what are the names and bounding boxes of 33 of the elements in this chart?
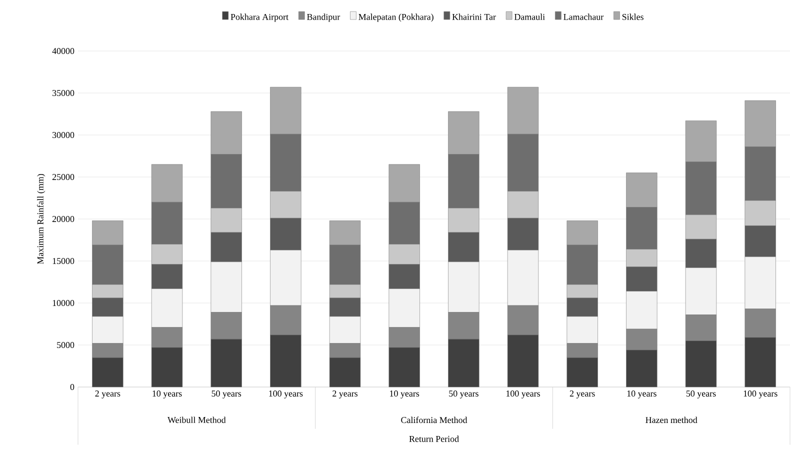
text: Weibull Method — [168, 416, 226, 424]
legend-label: Khairini Tar — [452, 14, 496, 20]
x-axis-title: Return Period — [409, 436, 459, 442]
x-tick-label: 10 years — [152, 390, 182, 398]
x-tick-label: 50 years — [449, 390, 478, 398]
legend-label: Lamachaur — [564, 14, 604, 20]
text: Hazen method — [646, 416, 698, 424]
y-tick-label: 40000 — [52, 48, 74, 54]
y-tick-label: 25000 — [52, 174, 74, 180]
x-tick-label: 100 years — [506, 390, 540, 398]
y-tick-label: 0 — [70, 384, 74, 390]
x-tick-label: 2 years — [332, 390, 358, 398]
y-tick-label: 35000 — [52, 90, 74, 96]
x-tick-label: 10 years — [627, 390, 656, 398]
y-tick-label: 30000 — [52, 132, 74, 138]
legend-label: Malepatan (Pokhara) — [358, 14, 434, 22]
y-tick-label: 20000 — [52, 216, 74, 222]
y-tick-label: 10000 — [52, 300, 74, 306]
legend-label: Bandipur — [307, 14, 340, 22]
legend-label: Pokhara Airport — [230, 14, 288, 22]
text: California Method — [401, 416, 468, 424]
x-tick-label: 10 years — [390, 390, 420, 398]
y-tick-label: 5000 — [57, 342, 74, 348]
x-tick-label: 2 years — [570, 390, 595, 398]
legend-label: Damauli — [514, 14, 545, 20]
x-tick-label: 50 years — [686, 390, 716, 398]
legend-label: Sikles — [622, 14, 644, 20]
x-tick-label: 2 years — [95, 390, 120, 398]
x-tick-label: 50 years — [212, 390, 242, 398]
x-tick-label: 100 years — [744, 390, 778, 398]
y-tick-label: 15000 — [52, 258, 74, 264]
y-axis-title: Maximum Rainfall (mm) — [37, 174, 46, 264]
x-tick-label: 100 years — [269, 390, 303, 398]
